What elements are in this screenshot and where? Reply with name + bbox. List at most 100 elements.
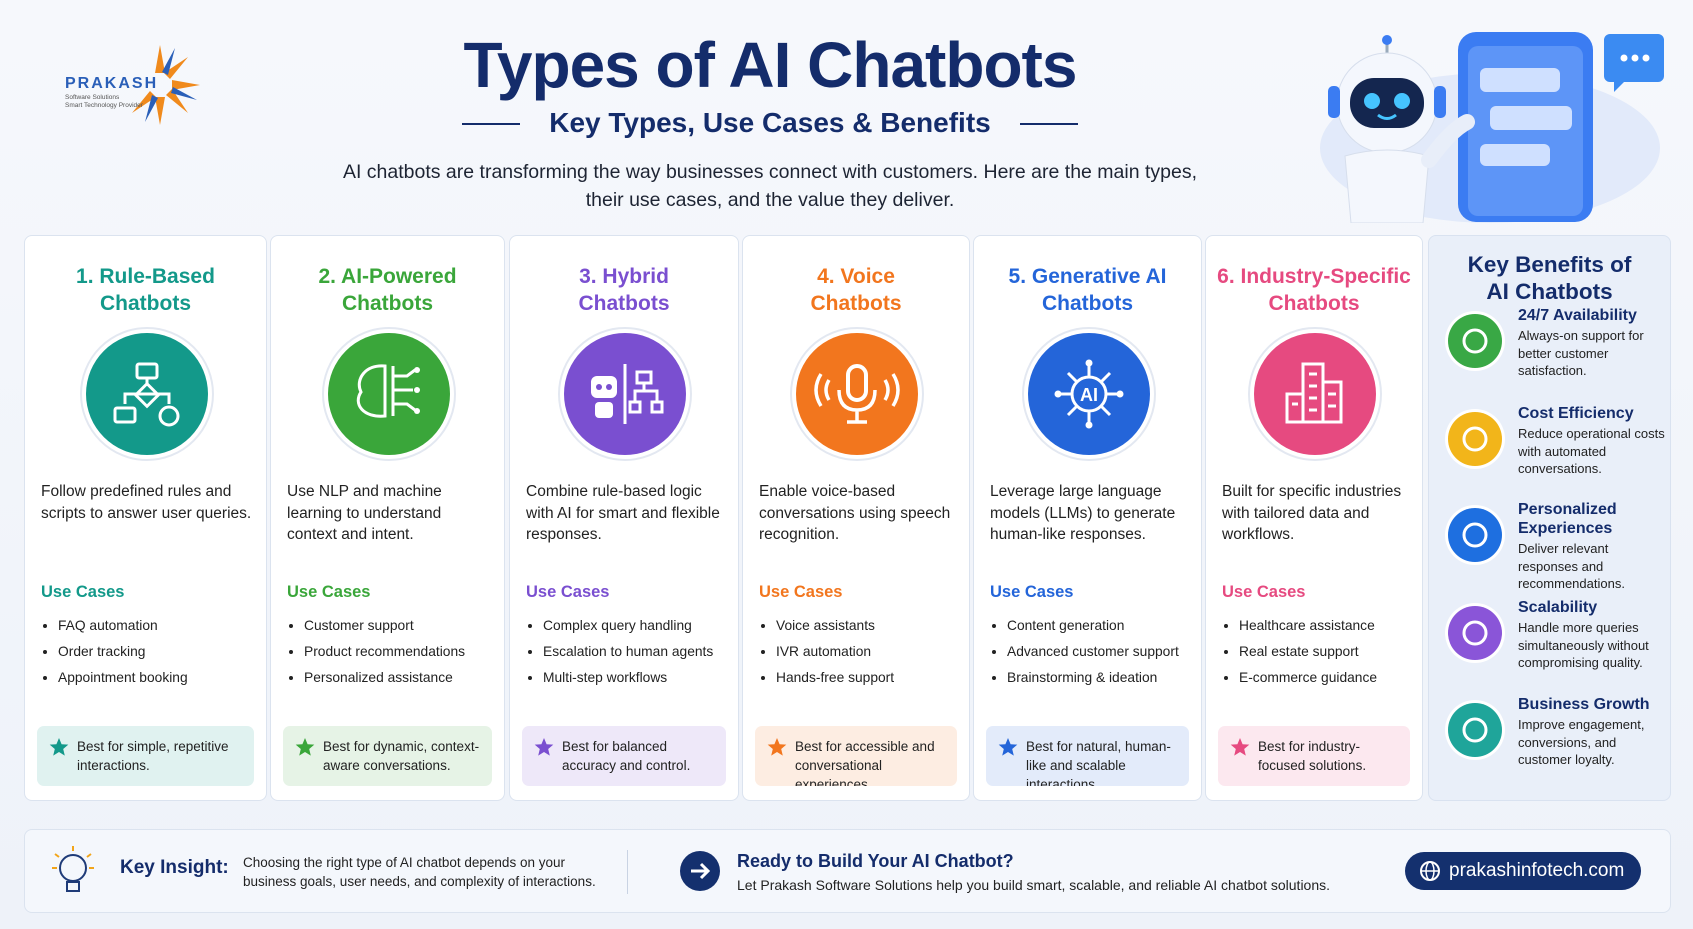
- use-case: Complex query handling: [543, 613, 713, 639]
- benefit-glyph: [1462, 328, 1488, 354]
- card-description: Leverage large language models (LLMs) to…: [990, 483, 1176, 543]
- best-for-box: Best for balanced accuracy and control.: [522, 726, 726, 786]
- use-case: Healthcare assistance: [1239, 613, 1377, 639]
- insight-label: Key Insight:: [120, 857, 229, 878]
- use-case: Customer support: [304, 613, 465, 639]
- star-icon: [1230, 738, 1250, 756]
- benefit-title: 24/7 Availability: [1518, 307, 1637, 324]
- use-cases: Voice assistantsIVR automationHands-free…: [759, 613, 894, 691]
- brand-tagline: Smart Technology Provider: [65, 102, 144, 109]
- benefit-text: Always-on support for better customer sa…: [1518, 328, 1644, 378]
- bulb-icon: [52, 846, 94, 892]
- best-for-text: Best for industry-focused solutions.: [1258, 739, 1367, 773]
- card-description: Use NLP and machine learning to understa…: [287, 483, 442, 543]
- card-title-line: Chatbots: [1268, 292, 1360, 315]
- star: [767, 738, 787, 756]
- card-title: 6. Industry-Specific Chatbots: [1206, 263, 1422, 317]
- card-title: 3. Hybrid Chatbots: [510, 263, 738, 317]
- card-icon: [790, 327, 924, 461]
- use-cases: Complex query handlingEscalation to huma…: [526, 613, 713, 691]
- benefit-icon: [1445, 311, 1505, 371]
- benefits-panel: Key Benefits of AI Chatbots 24/7 Availabi…: [1428, 235, 1671, 801]
- best-for-text: Best for accessible and conversational e…: [795, 739, 935, 786]
- star-icon: [767, 738, 787, 756]
- card-icon: [79, 327, 214, 461]
- card-title-line: 3. Hybrid: [579, 265, 669, 288]
- star: [1230, 738, 1250, 756]
- best-for-box: Best for dynamic, context-aware conversa…: [283, 726, 492, 786]
- best-for-bg: [37, 726, 254, 786]
- use-case: Personalized assistance: [304, 665, 465, 691]
- robot-illustration: [1320, 32, 1664, 223]
- star-icon: [295, 738, 315, 756]
- star-icon: [998, 738, 1018, 756]
- icon-disc: [564, 333, 686, 455]
- benefits-title-line: AI Chatbots: [1486, 279, 1613, 304]
- best-for-text: Best for natural, human-like and scalabl…: [1026, 739, 1171, 786]
- best-for-bg: [522, 726, 726, 786]
- benefit-title: Scalability: [1518, 599, 1598, 616]
- benefit-disc: [1448, 703, 1502, 757]
- best-for-text: Best for balanced accuracy and control.: [562, 739, 691, 773]
- card-title-line: Chatbots: [100, 292, 191, 315]
- use-case: Advanced customer support: [1007, 639, 1179, 665]
- title: Types of AI Chatbots: [463, 29, 1078, 101]
- brand: PRAKASH: [65, 75, 158, 92]
- icon-disc: [796, 333, 918, 455]
- use-cases: FAQ automationOrder trackingAppointment …: [41, 613, 188, 691]
- card-title-line: 5. Generative AI: [1008, 265, 1167, 288]
- best-for-bg: [1218, 726, 1410, 786]
- intro: AI chatbots are transforming the way bus…: [0, 158, 1540, 214]
- divider: [1020, 123, 1078, 125]
- benefit-icon: [1445, 603, 1505, 663]
- benefit-disc: [1448, 314, 1502, 368]
- star: [49, 738, 69, 756]
- use-cases-label: Use Cases: [526, 583, 610, 601]
- benefit-disc: [1448, 508, 1502, 562]
- use-case: Multi-step workflows: [543, 665, 713, 691]
- use-cases-label: Use Cases: [41, 583, 125, 601]
- globe-icon: [1420, 861, 1440, 881]
- icon-disc: [327, 333, 450, 455]
- icon-disc: AI: [1027, 333, 1150, 455]
- use-case: Real estate support: [1239, 639, 1377, 665]
- benefit-title: Business Growth: [1518, 696, 1650, 713]
- benefit-text: Deliver relevant responses and recommend…: [1518, 541, 1625, 591]
- benefit-icon: [1445, 505, 1505, 565]
- best-for-bg: [283, 726, 492, 786]
- footer: Key Insight: Choosing the right type of …: [24, 829, 1671, 913]
- best-for-box: Best for natural, human-like and scalabl…: [986, 726, 1189, 786]
- use-case: Product recommendations: [304, 639, 465, 665]
- benefits-title: Key Benefits of AI Chatbots: [1429, 251, 1670, 305]
- svg-text:AI: AI: [1080, 385, 1098, 405]
- website-button[interactable]: prakashinfotech.com: [1405, 852, 1641, 890]
- type-card: 4. Voice Chatbots Enable voice-based conve…: [742, 235, 970, 801]
- card-icon: AI: [1021, 327, 1156, 461]
- best-for-bg: [986, 726, 1189, 786]
- card-icon: [1248, 327, 1382, 461]
- type-card: 1. Rule-Based Chatbots Follow predefined r…: [24, 235, 267, 801]
- insight-text: Choosing the right type of AI chatbot de…: [243, 855, 596, 889]
- use-case: FAQ automation: [58, 613, 188, 639]
- use-cases: Content generationAdvanced customer supp…: [990, 613, 1179, 691]
- separator: [627, 850, 628, 894]
- use-case: Appointment booking: [58, 665, 188, 691]
- card-title-line: 1. Rule-Based: [76, 265, 215, 288]
- star-icon: [49, 738, 69, 756]
- use-case: Order tracking: [58, 639, 188, 665]
- card-title-line: Chatbots: [578, 292, 670, 315]
- benefit-title: Cost Efficiency: [1518, 405, 1634, 422]
- card-description: Enable voice-based conversations using s…: [759, 483, 951, 543]
- use-case: IVR automation: [776, 639, 894, 665]
- benefits-title-line: Key Benefits of: [1467, 252, 1632, 277]
- star: [295, 738, 315, 756]
- benefit-disc: [1448, 412, 1502, 466]
- cta-title: Ready to Build Your AI Chatbot?: [737, 851, 1014, 871]
- card-title: 1. Rule-Based Chatbots: [25, 263, 266, 317]
- logo-sun: [132, 45, 200, 125]
- use-case: E-commerce guidance: [1239, 665, 1377, 691]
- use-case: Voice assistants: [776, 613, 894, 639]
- benefit-text: Handle more queries simultaneously witho…: [1518, 620, 1649, 670]
- card-title-line: 4. Voice: [817, 265, 895, 288]
